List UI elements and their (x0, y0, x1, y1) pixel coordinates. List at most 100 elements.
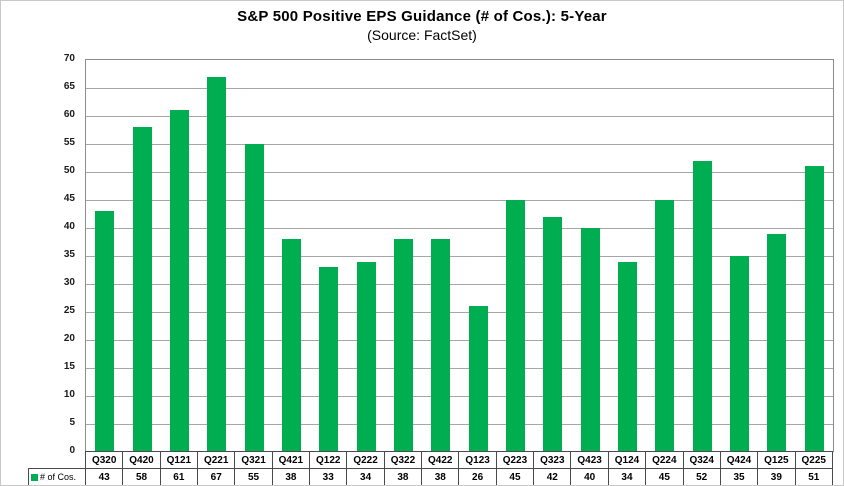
y-axis: 0 5 10 15 20 25 30 35 40 45 50 55 60 65 70 (1, 53, 80, 456)
legend-swatch-icon (31, 474, 38, 481)
category-cell: Q423 (570, 451, 609, 469)
bar-q225 (804, 166, 824, 452)
bar-column (534, 60, 571, 452)
category-cell: Q421 (271, 451, 311, 469)
category-row: Q320 Q420 Q121 Q221 Q321 Q421 Q122 Q222 Q322 Q422… (29, 451, 834, 469)
value-cell: 61 (159, 468, 199, 485)
category-cell: Q222 (346, 451, 385, 469)
value-cell: 55 (234, 468, 273, 485)
category-cell: Q121 (159, 451, 199, 469)
value-cell: 52 (682, 468, 721, 485)
value-cell: 51 (794, 468, 834, 485)
bar-column (161, 60, 198, 452)
value-cell: 34 (346, 468, 385, 485)
bar-column (758, 60, 795, 452)
bar-q424 (730, 256, 750, 452)
gridline (86, 368, 833, 369)
bar-q221 (207, 76, 227, 452)
category-cell: Q324 (682, 451, 721, 469)
bar-q123 (468, 306, 488, 452)
category-cell: Q123 (458, 451, 497, 469)
bar-q321 (244, 144, 264, 452)
bar-q323 (543, 216, 563, 452)
bar-q320 (95, 211, 115, 452)
gridline (86, 340, 833, 341)
chart-title: S&P 500 Positive EPS Guidance (# of Cos.… (237, 8, 607, 25)
gridline (86, 200, 833, 201)
category-cell: Q225 (794, 451, 834, 469)
category-cell: Q122 (309, 451, 348, 469)
bar-column (123, 60, 160, 452)
bar-column (198, 60, 235, 452)
y-axis-tick-label: 25 (63, 305, 75, 316)
value-cell: 42 (533, 468, 572, 485)
bar-column (796, 60, 833, 452)
chart-subtitle: (Source: FactSet) (367, 27, 477, 43)
category-cell: Q223 (495, 451, 535, 469)
bar-column (310, 60, 347, 452)
value-row: # of Cos. 43 58 61 67 55 38 33 34 38 38 26 45 42 40 34… (28, 468, 834, 485)
bar-q421 (281, 239, 301, 452)
bar-column (646, 60, 683, 452)
legend-label: # of Cos. (40, 472, 77, 482)
bar-series (86, 60, 833, 452)
value-cell: 45 (645, 468, 684, 485)
y-axis-tick-label: 50 (63, 165, 75, 176)
y-axis-tick-label: 0 (69, 445, 75, 456)
legend-cell: # of Cos. (28, 468, 86, 485)
value-cell: 34 (607, 468, 647, 485)
y-axis-tick-label: 60 (63, 109, 75, 120)
bar-column (721, 60, 758, 452)
category-cell: Q221 (197, 451, 236, 469)
bar-column (422, 60, 459, 452)
gridline (86, 172, 833, 173)
y-axis-tick-label: 10 (63, 389, 75, 400)
bar-q124 (617, 261, 637, 452)
category-cell: Q323 (533, 451, 572, 469)
category-cell: Q424 (719, 451, 759, 469)
bar-q125 (767, 233, 787, 452)
plot-area (85, 59, 834, 452)
value-cell: 43 (84, 468, 124, 485)
value-cell: 45 (495, 468, 535, 485)
gridline (86, 312, 833, 313)
category-cell: Q320 (84, 451, 124, 469)
gridline (86, 256, 833, 257)
bar-q324 (692, 160, 712, 452)
bar-column (385, 60, 422, 452)
value-cell: 39 (757, 468, 796, 485)
bar-column (459, 60, 496, 452)
data-table: Q320 Q420 Q121 Q221 Q321 Q421 Q122 Q222 Q322 Q422… (28, 451, 834, 485)
category-cell: Q420 (122, 451, 161, 469)
bar-q121 (169, 110, 189, 452)
y-axis-tick-label: 45 (63, 193, 75, 204)
value-cell: 38 (383, 468, 423, 485)
gridline (86, 284, 833, 285)
bar-q422 (431, 239, 451, 452)
value-cell: 26 (458, 468, 497, 485)
bar-column (235, 60, 272, 452)
y-axis-tick-label: 40 (63, 221, 75, 232)
bar-column (497, 60, 534, 452)
gridline (86, 396, 833, 397)
value-cell: 38 (421, 468, 460, 485)
bar-q223 (505, 200, 525, 452)
value-cell: 40 (570, 468, 609, 485)
bar-q322 (393, 239, 413, 452)
y-axis-tick-label: 30 (63, 277, 75, 288)
category-cell: Q321 (234, 451, 273, 469)
bar-column (609, 60, 646, 452)
gridline (86, 144, 833, 145)
gridline (86, 424, 833, 425)
value-cell: 38 (271, 468, 311, 485)
y-axis-tick-label: 35 (63, 249, 75, 260)
y-axis-tick-label: 20 (63, 333, 75, 344)
bar-column (86, 60, 123, 452)
table-corner-spacer (29, 452, 86, 469)
bar-q420 (132, 127, 152, 452)
y-axis-tick-label: 55 (63, 137, 75, 148)
y-axis-tick-label: 65 (63, 81, 75, 92)
y-axis-tick-label: 5 (69, 417, 75, 428)
bar-column (347, 60, 384, 452)
